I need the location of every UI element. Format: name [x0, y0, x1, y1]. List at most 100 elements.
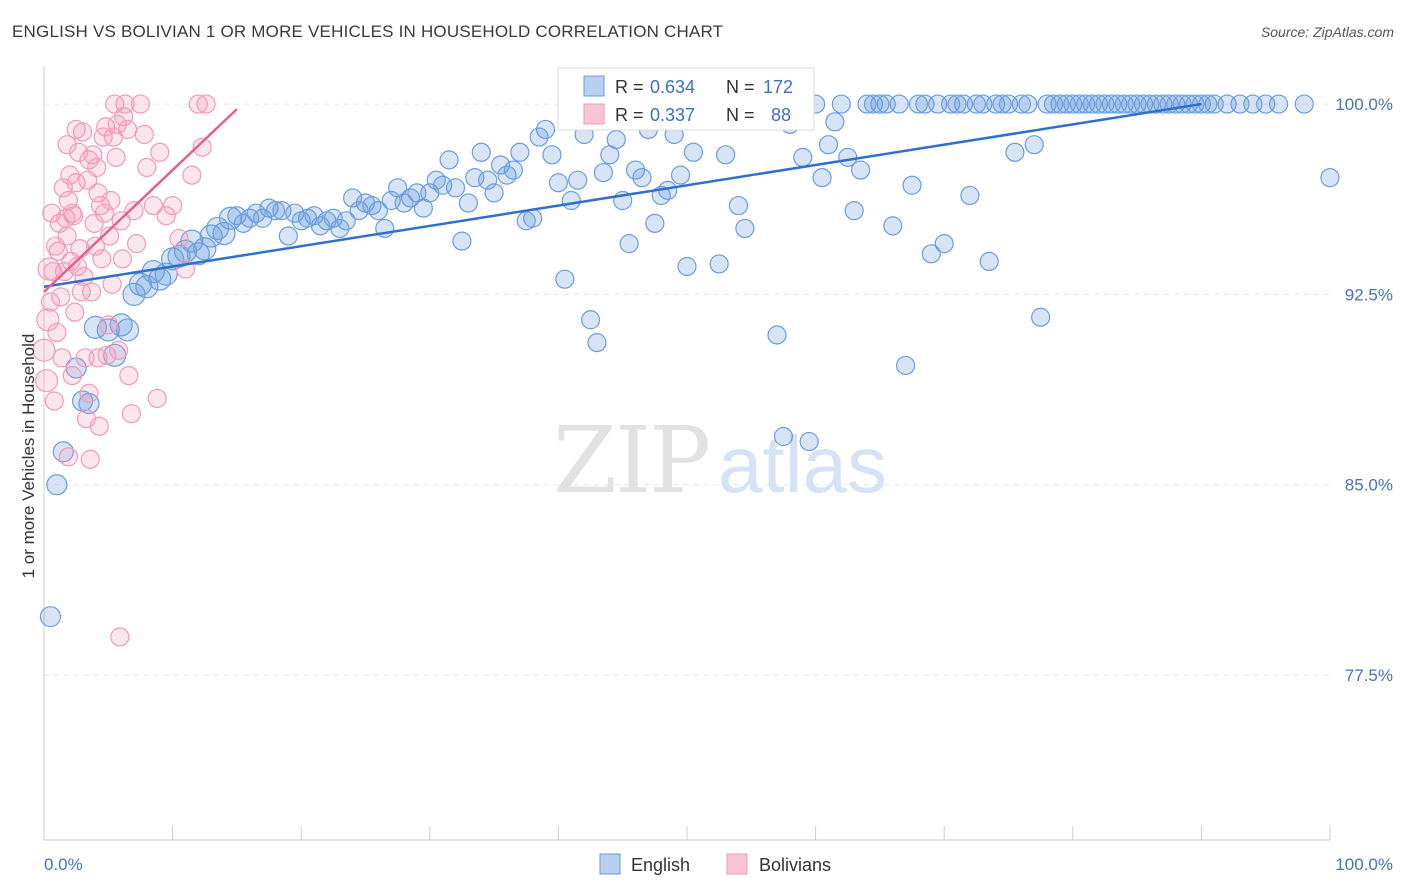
english-point-89	[625, 160, 646, 180]
english-point-10	[115, 318, 140, 342]
bolivians-point-87	[134, 124, 154, 145]
english-point-62	[452, 231, 472, 251]
watermark: ZIP atlas	[553, 407, 887, 514]
watermark-zip: ZIP	[553, 407, 709, 514]
english-point-185	[1294, 94, 1314, 114]
bolivians-point-73	[188, 94, 208, 114]
trend-lines	[43, 102, 1202, 293]
bolivians-point-66	[147, 388, 167, 409]
bottom-legend-swatch-bolivians	[726, 853, 748, 875]
english-point-97	[677, 256, 697, 277]
english-point-26	[218, 206, 243, 230]
bolivians-point-69	[163, 195, 183, 216]
english-point-92	[645, 213, 665, 233]
bolivians-point-0	[32, 338, 56, 362]
bolivians-point-81	[42, 203, 62, 223]
bolivians-point-6	[48, 241, 68, 261]
bolivians-point-38	[89, 416, 109, 436]
x-tick-labels: 0.0% 100.0%	[44, 855, 1393, 874]
english-point-112	[773, 426, 794, 447]
english-point-148	[1005, 142, 1025, 162]
bolivians-point-68	[156, 206, 176, 226]
english-point-124	[851, 160, 871, 180]
y-tick-label-3: 77.5%	[1345, 666, 1393, 685]
bolivians-point-74	[192, 137, 212, 157]
bolivians-point-22	[69, 142, 89, 162]
bolivians-point-76	[34, 369, 59, 393]
english-point-44	[336, 211, 356, 231]
english-trend-line	[43, 102, 1202, 289]
english-point-48	[362, 195, 382, 216]
bolivians-point-46	[99, 226, 120, 246]
english-point-78	[555, 269, 575, 289]
english-point-127	[870, 94, 890, 114]
legend-n-value-bolivians: 88	[771, 105, 791, 125]
bolivians-points	[32, 94, 216, 647]
english-point-102	[709, 254, 729, 274]
axes	[43, 66, 1331, 841]
english-point-152	[1031, 307, 1051, 327]
english-point-49	[368, 201, 388, 221]
english-point-90	[632, 168, 652, 188]
english-point-130	[889, 94, 909, 114]
bolivians-point-30	[79, 383, 99, 403]
english-point-53	[394, 193, 414, 213]
english-point-144	[979, 251, 999, 272]
bottom-legend-swatch-english	[599, 853, 621, 875]
legend-n-value-english: 172	[763, 77, 793, 97]
y-tick-label-0: 100.0%	[1335, 95, 1393, 114]
english-point-119	[818, 135, 839, 155]
grid-lines	[44, 103, 1330, 676]
english-point-33	[265, 201, 286, 221]
bolivians-point-56	[112, 249, 133, 269]
source-label: Source: ZipAtlas.com	[1260, 24, 1394, 40]
bolivians-point-65	[143, 195, 163, 216]
english-point-103	[715, 145, 736, 165]
english-point-74	[529, 127, 549, 147]
legend-n-label-english: N =	[726, 77, 755, 97]
bolivians-point-54	[110, 627, 130, 647]
english-point-131	[896, 355, 916, 376]
english-point-121	[831, 94, 851, 114]
bolivians-point-36	[87, 157, 107, 178]
english-point-116	[799, 431, 819, 452]
bolivians-point-62	[126, 234, 147, 254]
english-point-135	[921, 244, 941, 264]
english-point-25	[212, 221, 236, 246]
english-point-76	[542, 145, 562, 165]
x-tick-label-0: 0.0%	[44, 855, 83, 874]
english-point-149	[1011, 94, 1031, 114]
bolivians-point-80	[37, 257, 61, 281]
x-tick-label-1: 100.0%	[1335, 855, 1393, 874]
bottom-legend-label-bolivians: Bolivians	[759, 855, 831, 875]
english-point-67	[484, 183, 504, 203]
english-point-2	[52, 441, 74, 463]
english-point-88	[619, 234, 639, 254]
bolivians-point-31	[80, 449, 100, 469]
legend-r-label-english: R =	[615, 77, 644, 97]
english-point-142	[966, 94, 986, 114]
bolivians-point-9	[52, 348, 72, 368]
bolivians-point-35	[85, 236, 106, 256]
bolivians-point-85	[88, 183, 108, 203]
bottom-legend-label-english: English	[631, 855, 690, 875]
bolivians-point-24	[71, 282, 91, 302]
bolivians-point-70	[169, 228, 189, 249]
english-point-46	[349, 201, 369, 221]
english-point-54	[400, 188, 421, 208]
watermark-atlas: atlas	[718, 420, 887, 509]
english-point-43	[330, 218, 350, 239]
english-point-28	[233, 213, 253, 233]
english-point-123	[844, 201, 864, 221]
bolivians-point-55	[111, 211, 131, 231]
english-point-151	[1024, 135, 1044, 155]
bolivians-point-53	[108, 340, 129, 360]
y-axis-label: 1 or more Vehicles in Household	[19, 334, 38, 579]
bolivians-point-82	[57, 135, 77, 155]
legend-r-value-bolivians: 0.337	[650, 105, 695, 125]
english-point-30	[246, 203, 266, 223]
legend-box: R = 0.634 N = 172 R = 0.337 N = 88	[557, 67, 815, 131]
english-point-22	[193, 237, 217, 261]
bolivians-point-78	[58, 447, 79, 467]
